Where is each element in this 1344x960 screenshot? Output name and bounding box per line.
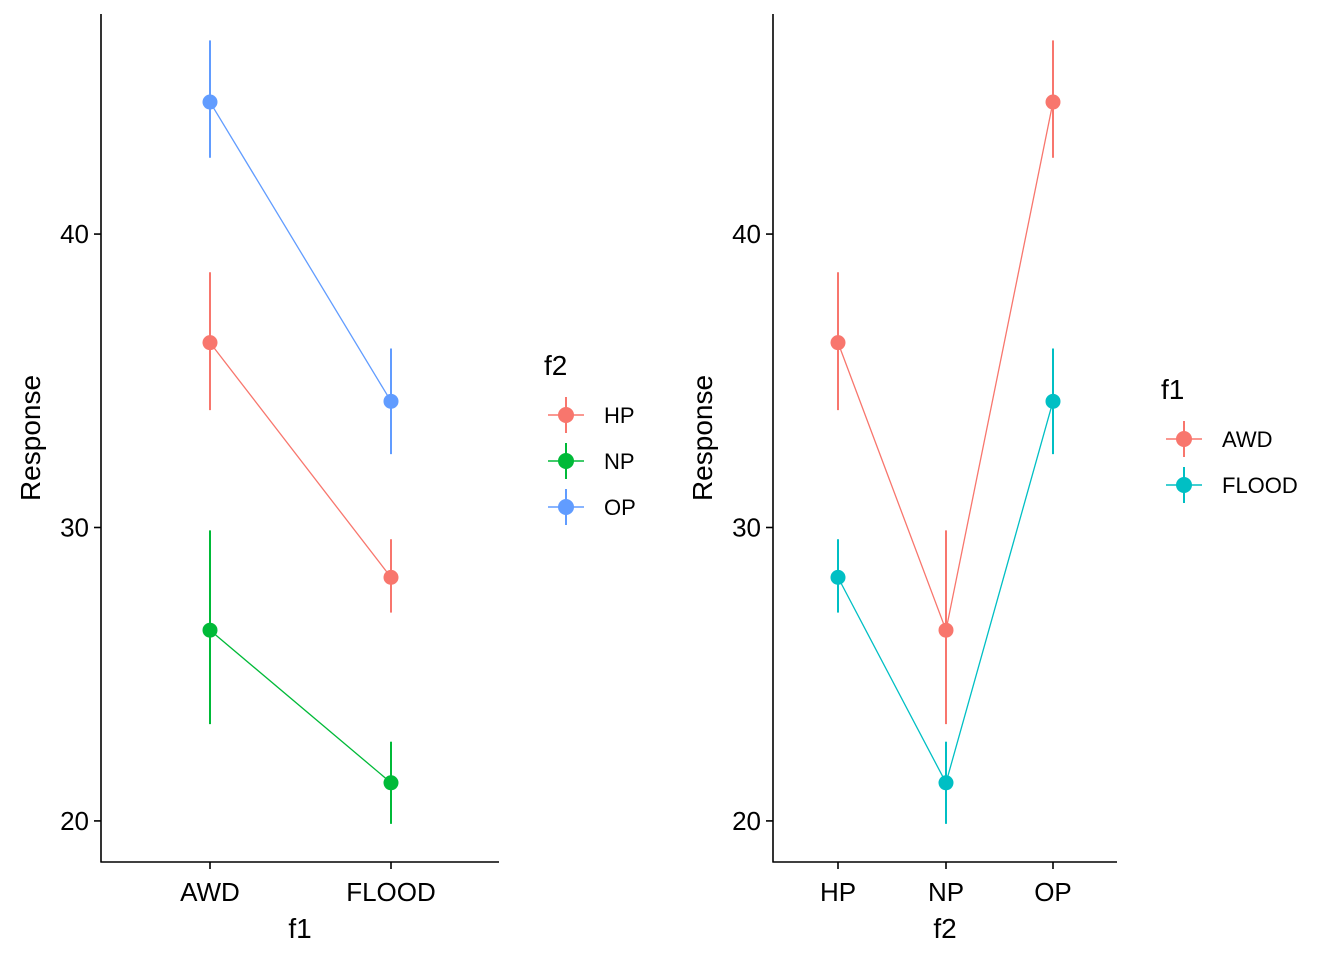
panel-1-data-point (383, 569, 399, 585)
panel-1-x-tick-label: FLOOD (346, 877, 436, 907)
panel-2-y-tick-label: 20 (732, 806, 761, 836)
panel-1-data-point (202, 335, 218, 351)
panel-1-y-tick-label: 40 (60, 219, 89, 249)
panel-2-legend-key (1166, 467, 1202, 503)
panel-1-data-point (383, 393, 399, 409)
panel-2-data-point (938, 775, 954, 791)
panel-2-legend-label: FLOOD (1222, 473, 1298, 498)
panel-2-data-point (1045, 393, 1061, 409)
panel-1-legend-key (548, 489, 584, 525)
panel-2-legend-label: AWD (1222, 427, 1273, 452)
panel-2: 20 30 40 HP NP OP f2 Response f1 AWD FLOOD (687, 14, 1298, 944)
panel-2-y-tick-label: 30 (732, 512, 761, 542)
panel-1-series-op (202, 40, 399, 455)
panel-2-data-point (938, 622, 954, 638)
panel-1-series-np (202, 530, 399, 824)
panel-2-data-point (830, 335, 846, 351)
panel-1-x-tick-label: AWD (180, 877, 240, 907)
panel-1-legend-label: HP (604, 403, 635, 428)
panel-2-y-tick-label: 40 (732, 219, 761, 249)
panel-1-legend: f2 HP NP OP (544, 350, 636, 525)
panel-1-y-tick-label: 30 (60, 512, 89, 542)
panel-1-legend-label: OP (604, 495, 636, 520)
panel-1: 20 30 40 AWD FLOOD f1 Response f2 HP NP OP (15, 14, 636, 944)
panel-1-series-hp (202, 272, 399, 613)
panel-2-series-flood (830, 348, 1061, 824)
panel-1-legend-label: NP (604, 449, 635, 474)
panel-1-legend-key (548, 397, 584, 433)
panel-2-data-point (830, 569, 846, 585)
panel-2-legend-key (1166, 421, 1202, 457)
panel-2-x-tick-label: OP (1034, 877, 1072, 907)
panel-2-data-point (1045, 94, 1061, 110)
panel-1-y-axis-title: Response (15, 375, 46, 501)
panel-1-series-line (209, 101, 392, 402)
panel-1-x-axis-title: f1 (288, 913, 311, 944)
panel-2-x-tick-label: HP (820, 877, 856, 907)
panel-2-legend: f1 AWD FLOOD (1161, 374, 1298, 503)
panel-1-legend-key (548, 443, 584, 479)
panel-1-y-tick-label: 20 (60, 806, 89, 836)
panel-1-data-point (383, 775, 399, 791)
panel-2-legend-title: f1 (1161, 374, 1184, 405)
panel-1-legend-title: f2 (544, 350, 567, 381)
panel-1-data-point (202, 94, 218, 110)
panel-2-x-axis-title: f2 (933, 913, 956, 944)
panel-2-y-axis-title: Response (687, 375, 718, 501)
panel-1-series-line (209, 629, 392, 784)
panel-1-data-point (202, 622, 218, 638)
panel-1-series-line (209, 342, 392, 578)
panel-2-x-tick-label: NP (928, 877, 964, 907)
panel-2-series-awd (830, 40, 1061, 725)
